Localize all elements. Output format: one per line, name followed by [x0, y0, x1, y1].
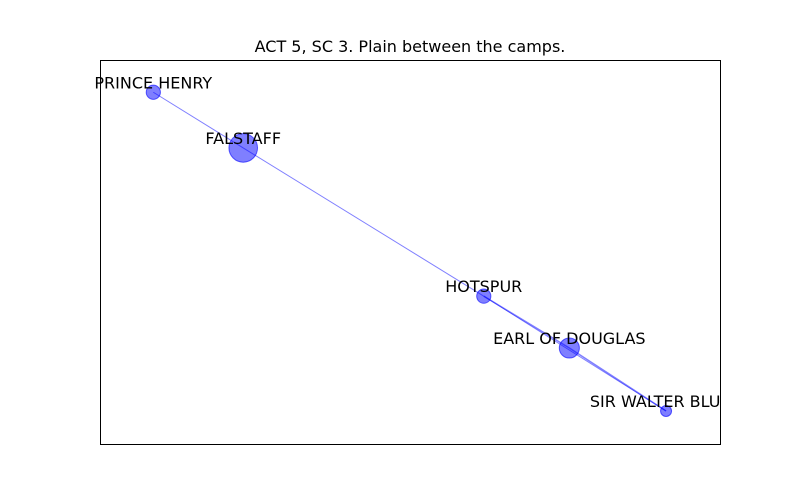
node-sir-walter-blunt	[660, 404, 673, 417]
node-label-hotspur: HOTSPUR	[445, 277, 522, 296]
node-label-falstaff: FALSTAFF	[205, 129, 281, 148]
edge-falstaff-hotspur	[242, 147, 485, 297]
node-hotspur	[476, 288, 492, 304]
nodes-layer	[145, 84, 673, 417]
edge-prince-henry-falstaff	[153, 91, 244, 149]
node-label-sir-walter-blunt: SIR WALTER BLUNT	[590, 392, 743, 411]
chart-title: ACT 5, SC 3. Plain between the camps.	[254, 37, 566, 56]
edge-earl-of-douglas-sir-walter-blunt	[568, 347, 667, 412]
node-label-earl-of-douglas: EARL OF DOUGLAS	[493, 329, 645, 348]
node-label-prince-henry: PRINCE HENRY	[94, 73, 212, 92]
axes-frame	[100, 60, 721, 445]
node-prince-henry	[145, 84, 161, 100]
node-earl-of-douglas	[558, 337, 580, 359]
node-falstaff	[228, 133, 259, 163]
labels-layer: PRINCE HENRY FALSTAFF HOTSPUR EARL OF DOUGL…	[94, 73, 743, 411]
